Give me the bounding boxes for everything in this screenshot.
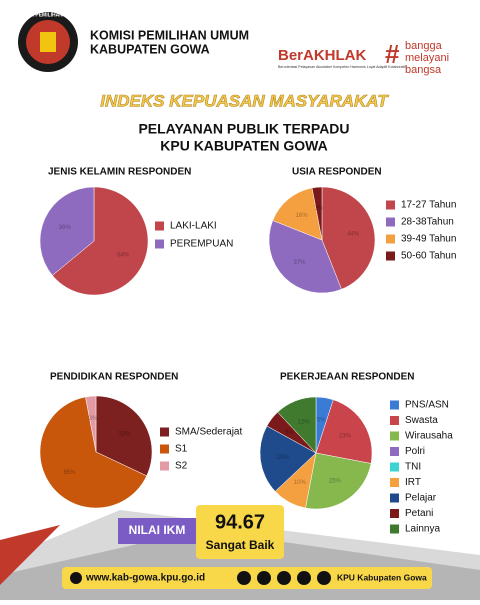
legend-swatch	[386, 251, 395, 261]
pie-slice	[321, 186, 376, 290]
pie-slice	[39, 396, 148, 509]
pie-slice	[315, 399, 373, 464]
tagline: bangga	[405, 40, 443, 52]
legend-label: Petani	[405, 508, 433, 519]
legend-label: S1	[175, 444, 188, 455]
chart-title: PENDIDIKAN RESPONDEN	[50, 372, 178, 383]
pie-slice	[268, 220, 342, 294]
pie-slice	[259, 425, 317, 492]
slice-label: 16%	[296, 213, 309, 219]
footer-url[interactable]: www.kab-gowa.kpu.go.id	[85, 573, 205, 584]
berakhlak-sub: Berorientasi Pelayanan Akuntabel Kompete…	[278, 65, 405, 69]
legend-swatch	[386, 234, 395, 244]
legend-label: Wirausaha	[405, 431, 453, 442]
ikm-value-box	[196, 505, 284, 559]
legend-label: S2	[175, 461, 188, 472]
icon-facebook[interactable]	[257, 571, 271, 585]
logo-text: KOMISI PEMILIHAN UMUM	[16, 12, 80, 18]
icon-x[interactable]	[277, 571, 291, 585]
legend-label: Polri	[405, 446, 425, 457]
legend-label: Lainnya	[405, 524, 440, 535]
org-name: KABUPATEN GOWA	[90, 42, 210, 56]
legend-label: 50-60 Tahun	[401, 251, 456, 262]
legend-swatch	[390, 509, 399, 518]
ikm-label-box	[118, 518, 196, 544]
legend-label: SMA/Sederajat	[175, 427, 242, 438]
tagline: bangsa	[405, 64, 442, 76]
slice-label: 5%	[285, 430, 294, 436]
slice-label: 23%	[339, 433, 352, 439]
chart-title: PEKERJEAAN RESPONDEN	[280, 372, 414, 383]
slice-label: 3%	[89, 416, 98, 422]
ikm-value: 94.67	[215, 511, 265, 533]
slice-label: 36%	[59, 225, 72, 231]
slice-label: 64%	[117, 252, 130, 258]
legend-swatch	[160, 444, 169, 454]
logo	[40, 32, 56, 52]
legend-label: 17-27 Tahun	[401, 200, 456, 211]
legend-swatch	[390, 447, 399, 456]
legend-swatch	[155, 239, 164, 249]
title: INDEKS KEPUASAN MASYARAKAT	[100, 91, 389, 110]
legend-swatch	[390, 493, 399, 503]
pie-slice	[305, 452, 372, 510]
hash: #	[385, 39, 400, 69]
legend-label: IRT	[405, 477, 421, 488]
slice-label: 37%	[294, 260, 307, 266]
footer-account[interactable]: KPU Kabupaten Gowa	[337, 572, 427, 582]
legend-swatch	[160, 427, 169, 437]
legend-label: PEREMPUAN	[170, 239, 233, 250]
slice-label: 12%	[298, 419, 311, 425]
legend-swatch	[155, 221, 164, 231]
slice-label: 65%	[63, 470, 76, 476]
legend-swatch	[390, 462, 399, 472]
legend-label: TNI	[405, 462, 421, 473]
legend-swatch	[386, 200, 395, 210]
icon-youtube[interactable]	[297, 571, 311, 585]
slice-label: 25%	[329, 478, 342, 484]
chart-title: JENIS KELAMIN RESPONDEN	[48, 167, 191, 178]
pie-slice	[311, 186, 323, 241]
legend-label: Swasta	[405, 415, 438, 426]
org-name: KOMISI PEMILIHAN UMUM	[90, 28, 249, 42]
legend-label: Pelajar	[405, 493, 437, 504]
icon	[70, 572, 82, 584]
legend-label: PNS/ASN	[405, 400, 449, 411]
legend-label: 39-49 Tahun	[401, 234, 456, 245]
pie-slice	[272, 187, 323, 241]
legend-swatch	[390, 524, 399, 534]
slice-label: 5%	[317, 417, 326, 423]
bg-shape	[0, 525, 60, 585]
charts: JENIS KELAMIN RESPONDEN 64% LAKI-LAKI 36% PE…	[39, 167, 456, 535]
slice-label: 3%	[315, 206, 324, 212]
pie-slice	[52, 186, 149, 296]
ikm-grade: Sangat Baik	[206, 538, 275, 552]
legend-swatch	[390, 478, 399, 487]
slice-label: 20%	[277, 455, 290, 461]
subtitle: PELAYANAN PUBLIK TERPADU	[138, 121, 349, 137]
legend-swatch	[390, 400, 399, 410]
legend-swatch	[160, 461, 169, 471]
legend-label: 28-38Tahun	[401, 217, 454, 228]
chart-title: USIA RESPONDEN	[292, 167, 382, 178]
legend-label: LAKI-LAKI	[170, 221, 217, 232]
ikm-label: NILAI IKM	[129, 523, 186, 537]
legend-swatch	[390, 431, 399, 441]
pie-slice	[85, 395, 97, 453]
pie-slice	[277, 396, 317, 454]
pie-slice	[95, 395, 153, 477]
legend-swatch	[386, 217, 395, 227]
legend-swatch	[390, 416, 399, 425]
slice-label: 44%	[347, 232, 360, 238]
subtitle: KPU KABUPATEN GOWA	[160, 138, 327, 154]
pie-slice	[39, 186, 95, 276]
slice-label: 10%	[294, 480, 307, 486]
icon-instagram[interactable]	[237, 571, 251, 585]
icon-tiktok[interactable]	[317, 571, 331, 585]
berakhlak: BerAKHLAK	[278, 47, 367, 64]
tagline: melayani	[405, 52, 449, 64]
slice-label: 32%	[118, 432, 131, 438]
